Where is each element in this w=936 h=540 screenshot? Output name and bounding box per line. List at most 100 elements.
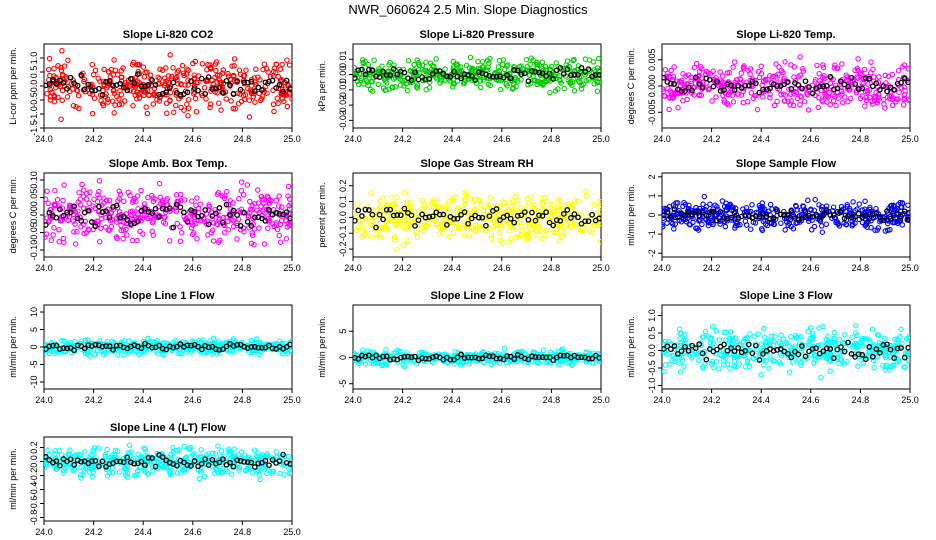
interval-point	[799, 343, 805, 349]
interval-point	[244, 218, 251, 225]
data-point	[214, 221, 221, 228]
interval-point	[483, 352, 489, 359]
interval-point	[820, 348, 827, 355]
data-point	[439, 225, 445, 232]
interval-point	[564, 207, 571, 213]
data-point	[760, 325, 767, 332]
data-point	[227, 449, 234, 455]
interval-point	[212, 346, 219, 352]
data-point	[392, 234, 398, 240]
data-point	[556, 207, 562, 213]
y-tick-label: 0.5	[647, 327, 657, 340]
y-tick-label: -0.2	[29, 468, 39, 484]
data-point	[276, 232, 282, 239]
interval-point	[731, 348, 738, 355]
data-point	[441, 203, 448, 210]
data-point	[258, 203, 264, 210]
data-point	[134, 193, 141, 199]
data-point	[670, 95, 676, 101]
data-point	[797, 334, 804, 340]
data-point	[747, 71, 753, 77]
data-point	[264, 90, 270, 96]
data-point	[219, 193, 226, 199]
data-point	[850, 221, 856, 228]
data-point	[411, 208, 418, 215]
y-tick-label: -0.4	[29, 482, 39, 498]
data-point	[238, 206, 245, 213]
data-point	[285, 193, 291, 199]
data-point	[359, 234, 365, 240]
data-point	[815, 104, 822, 111]
data-point	[792, 88, 798, 95]
data-point	[684, 96, 690, 103]
interval-point	[159, 205, 166, 212]
interval-point	[760, 210, 766, 217]
data-point	[750, 355, 757, 362]
data-point	[696, 78, 702, 84]
data-point	[831, 329, 838, 336]
data-point	[118, 78, 125, 84]
data-point	[866, 337, 872, 343]
interval-point	[412, 69, 418, 76]
interval-point	[127, 76, 134, 82]
data-point	[51, 93, 58, 100]
y-tick-label: 0.000	[647, 75, 657, 98]
data-point	[797, 93, 803, 99]
data-point	[771, 358, 778, 365]
data-point	[597, 238, 601, 245]
data-point	[905, 66, 910, 72]
data-point	[288, 200, 292, 207]
data-point	[798, 217, 805, 224]
interval-point	[880, 217, 887, 224]
data-point	[716, 366, 722, 372]
data-point	[901, 84, 907, 90]
x-tick-label: 24.2	[703, 263, 721, 273]
data-point	[238, 188, 245, 194]
data-point	[442, 78, 448, 84]
interval-point	[816, 83, 823, 90]
data-point	[286, 206, 292, 212]
data-point	[150, 218, 156, 224]
data-point	[401, 189, 408, 196]
data-point	[868, 59, 874, 65]
data-point	[718, 352, 725, 359]
data-point	[461, 79, 467, 85]
data-point	[395, 218, 402, 224]
data-point	[388, 194, 395, 200]
interval-point	[135, 218, 141, 225]
interval-point	[859, 85, 866, 92]
data-point	[256, 351, 262, 358]
data-point	[537, 80, 544, 87]
data-point	[394, 359, 401, 365]
data-point	[367, 233, 373, 239]
data-point	[261, 61, 268, 67]
interval-point	[536, 354, 542, 361]
interval-point	[774, 208, 780, 215]
data-point	[786, 86, 792, 93]
y-tick-label: 0.5	[29, 66, 39, 79]
data-point	[666, 203, 673, 210]
data-point	[142, 349, 149, 355]
data-point	[889, 96, 896, 103]
data-point	[247, 198, 253, 205]
x-tick-label: 24.2	[394, 395, 412, 405]
data-point	[255, 200, 261, 206]
data-point	[844, 202, 850, 208]
interval-point	[560, 352, 567, 359]
data-point	[44, 188, 50, 195]
data-point	[662, 362, 669, 368]
interval-point	[710, 209, 717, 215]
x-tick-label: 24.0	[35, 263, 53, 273]
data-point	[45, 200, 51, 207]
interval-point	[866, 75, 873, 82]
data-point	[157, 66, 163, 73]
data-point	[377, 234, 384, 241]
data-point	[720, 92, 726, 99]
data-point	[246, 97, 253, 103]
data-point	[790, 102, 797, 109]
interval-point	[433, 68, 440, 74]
data-point	[552, 229, 558, 236]
y-tick-label: -0.05	[29, 222, 39, 243]
interval-point	[394, 212, 401, 218]
interval-point	[234, 212, 240, 218]
